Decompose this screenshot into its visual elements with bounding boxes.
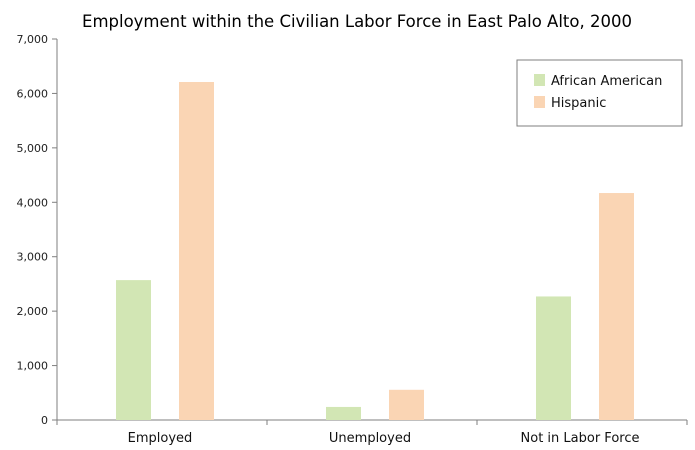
bar-hispanic-unemployed (389, 389, 424, 420)
legend-label: African American (551, 74, 662, 89)
bar-african-american-unemployed (326, 406, 361, 420)
y-tick-label: 4,000 (17, 196, 49, 209)
y-tick-label: 0 (41, 414, 48, 427)
y-tick-label: 1,000 (17, 360, 49, 373)
legend-label: Hispanic (551, 96, 606, 111)
legend: African American Hispanic (516, 59, 683, 127)
y-tick-label: 3,000 (17, 251, 49, 264)
axes: 0 1,000 2,000 3,000 4,000 5,000 6,000 7,000 Empl… (17, 33, 688, 446)
y-tick-label: 2,000 (17, 305, 49, 318)
x-category-label: Employed (128, 431, 193, 446)
x-category-label: Not in Labor Force (521, 431, 640, 446)
bar-hispanic-not-in-labor-force (599, 193, 634, 420)
bar-hispanic-employed (179, 81, 214, 421)
y-tick-label: 6,000 (17, 87, 49, 100)
chart-title: Employment within the Civilian Labor For… (82, 12, 632, 31)
legend-swatch (534, 74, 545, 86)
y-tick-label: 7,000 (17, 33, 49, 46)
legend-swatch (534, 96, 545, 108)
legend-box (516, 59, 683, 127)
bar-african-american-employed (116, 280, 151, 420)
bars (116, 81, 634, 421)
y-tick-label: 5,000 (17, 142, 49, 155)
bar-african-american-not-in-labor-force (536, 296, 571, 420)
x-category-label: Unemployed (329, 431, 411, 446)
